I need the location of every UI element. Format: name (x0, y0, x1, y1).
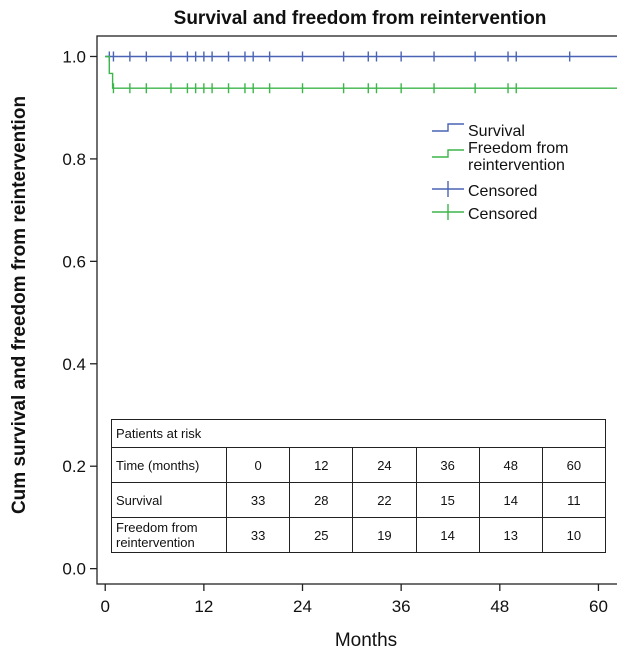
risk-cell: 13 (478, 517, 543, 553)
risk-row-label: Survival (110, 482, 228, 518)
risk-table-row-freedom: Freedom from reintervention 33 25 19 14 1… (110, 517, 607, 553)
risk-cell: 15 (415, 482, 480, 518)
x-tick-label: 60 (589, 597, 608, 616)
risk-cell: 28 (289, 482, 354, 518)
y-tick-label: 0.8 (62, 150, 86, 169)
legend-label-line: reintervention (468, 157, 565, 174)
x-axis-ticks: 0 12 24 36 48 60 (100, 584, 608, 616)
risk-cell: 33 (226, 482, 291, 518)
risk-table-title-row: Patients at risk (111, 419, 606, 448)
legend-label: Censored (468, 206, 537, 223)
x-tick-label: 12 (194, 597, 213, 616)
risk-cell: 14 (478, 482, 543, 518)
risk-cell: 12 (289, 447, 354, 483)
risk-table-row-survival: Survival 33 28 22 15 14 11 (110, 482, 607, 518)
legend-label: Survival (468, 123, 525, 140)
legend-label: Freedom from reintervention (468, 140, 568, 174)
legend-label-line: Censored (468, 206, 537, 223)
legend-label-line: Freedom from (468, 140, 568, 157)
x-tick-label: 36 (392, 597, 411, 616)
series-layer (105, 51, 617, 94)
risk-cell: 14 (415, 517, 480, 553)
plot-frame (96, 35, 617, 585)
risk-cell: 19 (352, 517, 417, 553)
risk-table-row-time: Time (months) 0 12 24 36 48 60 (110, 447, 607, 483)
risk-row-label-line: reintervention (116, 535, 195, 550)
risk-cell: 48 (478, 447, 543, 483)
y-axis-label: Cum survival and freedom from reinterven… (9, 96, 30, 514)
risk-cell: 36 (415, 447, 480, 483)
patients-at-risk-table: Patients at risk Time (months) 0 12 24 3… (110, 419, 607, 553)
risk-cell: 33 (226, 517, 291, 553)
risk-cell: 0 (226, 447, 291, 483)
x-tick-label: 48 (490, 597, 509, 616)
risk-cell: 24 (352, 447, 417, 483)
x-axis-label: Months (335, 630, 397, 651)
x-tick-label: 0 (100, 597, 109, 616)
legend-step-marker (432, 123, 464, 132)
risk-row-label: Time (months) (110, 447, 228, 483)
y-tick-label: 0.4 (62, 355, 86, 374)
y-tick-label: 0.2 (62, 457, 86, 476)
risk-row-label-line: Freedom from (116, 520, 198, 535)
risk-cell: 22 (352, 482, 417, 518)
y-tick-label: 0.6 (62, 252, 86, 271)
series-line-1 (105, 55, 617, 89)
legend-label-line: Survival (468, 123, 525, 140)
y-tick-label: 1.0 (62, 47, 86, 66)
legend-label: Censored (468, 183, 537, 200)
legend-step-marker (432, 149, 464, 158)
y-axis-ticks: 0.0 0.2 0.4 0.6 0.8 1.0 (62, 47, 97, 579)
risk-table-title: Patients at risk (111, 419, 606, 448)
risk-cell: 10 (541, 517, 607, 553)
risk-row-label: Freedom from reintervention (110, 517, 228, 553)
y-tick-label: 0.0 (62, 560, 86, 579)
chart-title: Survival and freedom from reintervention (174, 8, 547, 29)
risk-cell: 60 (541, 447, 607, 483)
legend-label-line: Censored (468, 183, 537, 200)
risk-cell: 11 (541, 482, 607, 518)
risk-cell: 25 (289, 517, 354, 553)
x-tick-label: 24 (293, 597, 312, 616)
